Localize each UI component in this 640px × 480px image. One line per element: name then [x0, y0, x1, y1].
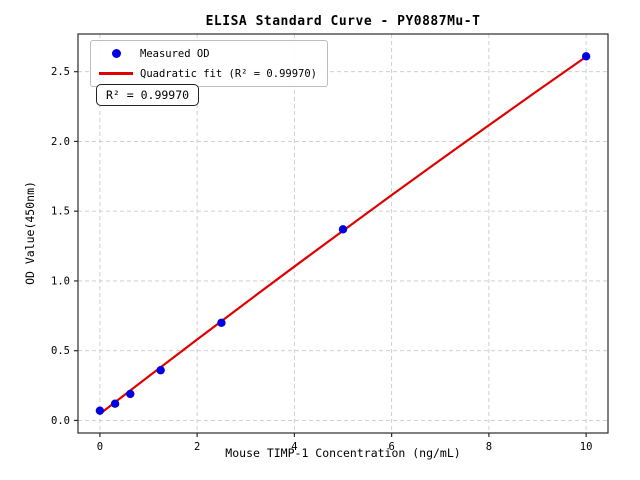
data-point [217, 318, 226, 327]
fit-line [98, 55, 588, 415]
legend-item-measured-od: Measured OD [95, 45, 317, 62]
legend-marker-column [99, 72, 133, 75]
y-tick-label: 1.5 [51, 206, 70, 218]
x-tick-label: 6 [388, 441, 394, 453]
y-axis-label: OD Value(450nm) [23, 181, 37, 285]
chart-title: ELISA Standard Curve - PY0887Mu-T [205, 14, 481, 29]
legend-label-quadratic-fit: Quadratic fit (R² = 0.99970) [140, 67, 318, 80]
data-point [110, 399, 120, 408]
y-tick-label: 0.5 [51, 345, 70, 357]
x-tick-label: 4 [291, 441, 297, 453]
data-point [95, 406, 105, 415]
y-tick-label: 0.0 [51, 415, 70, 427]
legend-label-measured-od: Measured OD [140, 47, 210, 60]
y-tick-label: 1.0 [51, 275, 70, 287]
quadratic-fit-line-icon [99, 72, 133, 75]
data-point [156, 366, 165, 375]
y-tick-label: 2.5 [51, 66, 70, 78]
legend-marker-column [99, 49, 133, 58]
legend: Measured OD Quadratic fit (R² = 0.99970) [90, 40, 329, 87]
legend-item-quadratic-fit: Quadratic fit (R² = 0.99970) [95, 65, 317, 82]
x-tick-label: 10 [580, 441, 593, 453]
x-tick-label: 8 [486, 441, 492, 453]
axes-frame [77, 33, 609, 434]
r-squared-annotation: R² = 0.99970 [96, 84, 200, 106]
y-tick-label: 2.0 [51, 136, 70, 148]
x-axis-label: Mouse TIMP-1 Concentration (ng/mL) [225, 446, 461, 460]
data-point [126, 389, 135, 399]
measured-od-marker-icon [111, 49, 121, 58]
x-tick-label: 2 [194, 441, 200, 453]
data-point [338, 225, 348, 234]
x-tick-label: 0 [97, 441, 103, 453]
data-point [581, 52, 591, 61]
